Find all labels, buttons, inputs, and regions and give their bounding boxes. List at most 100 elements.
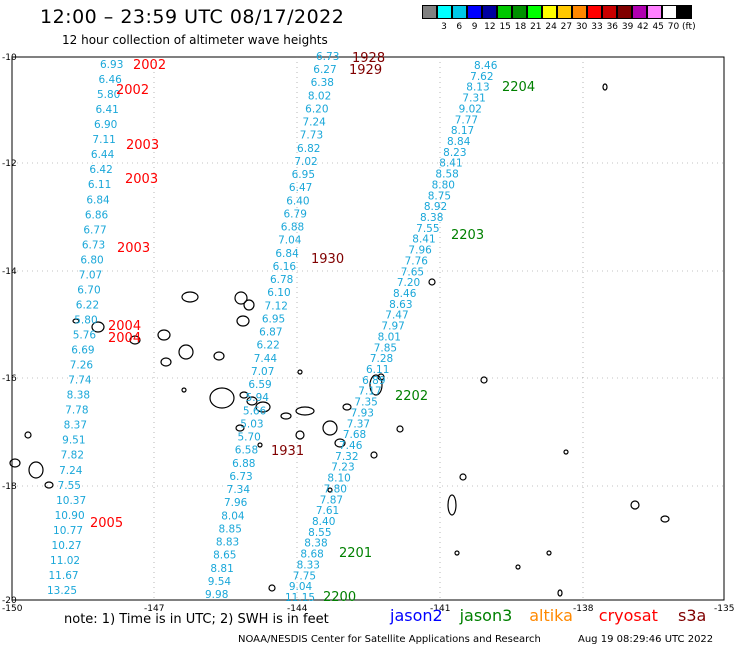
wave-height-value: 6.95 — [262, 313, 285, 325]
wave-height-value: 7.68 — [343, 429, 366, 441]
wave-height-value: 7.37 — [347, 418, 370, 430]
legend-entry-altika: altika — [529, 606, 573, 625]
colorbar-label: 12 — [484, 22, 496, 32]
wave-height-value: 6.90 — [94, 119, 117, 131]
island-outline — [342, 403, 352, 411]
wave-height-value: 13.25 — [47, 585, 77, 597]
wave-height-value: 8.58 — [435, 169, 458, 181]
track-time-label: 2005 — [90, 516, 123, 531]
color-scale-bar — [422, 5, 692, 19]
wave-height-value: 7.02 — [294, 156, 317, 168]
wave-height-value: 7.62 — [470, 71, 493, 83]
island-outline — [234, 291, 248, 305]
colorbar-label: 27 — [560, 22, 573, 32]
island-outline — [44, 481, 54, 489]
track-time-label: 2004 — [108, 319, 141, 334]
lon-label: -141 — [430, 604, 450, 614]
track-time-label: 1930 — [311, 252, 344, 267]
wave-height-value: 7.93 — [351, 407, 374, 419]
wave-height-value: 8.38 — [304, 538, 327, 550]
lon-label: -150 — [2, 604, 23, 614]
track-time-label: 2003 — [126, 138, 159, 153]
wave-height-value: 7.65 — [401, 266, 424, 278]
colorbar-swatch — [527, 5, 542, 19]
island-outline — [396, 425, 404, 433]
wave-height-value: 9.04 — [289, 581, 313, 593]
wave-height-value: 10.27 — [52, 540, 82, 552]
island-outline — [181, 291, 199, 303]
colorbar-swatch — [467, 5, 482, 19]
footer-note: note: 1) Time is in UTC; 2) SWH is in fe… — [64, 612, 329, 627]
colorbar-label: 36 — [606, 22, 619, 32]
wave-height-value: 5.76 — [73, 330, 97, 342]
wave-height-value: 8.83 — [216, 537, 239, 549]
wave-height-value: 7.24 — [59, 465, 83, 477]
wave-height-value: 9.54 — [208, 576, 232, 588]
wave-height-value: 8.01 — [378, 331, 401, 343]
wave-height-value: 7.34 — [227, 484, 251, 496]
colorbar-swatch — [602, 5, 617, 19]
wave-height-value: 6.22 — [256, 340, 279, 352]
wave-height-value: 6.77 — [83, 224, 106, 236]
wave-height-value: 6.16 — [273, 261, 297, 273]
lat-label: -10 — [2, 53, 17, 63]
colorbar-swatch — [542, 5, 557, 19]
wave-height-value: 6.88 — [232, 458, 255, 470]
island-outline — [28, 461, 44, 479]
credit-text: NOAA/NESDIS Center for Satellite Applica… — [238, 634, 541, 645]
track-time-label: 2204 — [502, 80, 535, 95]
island-outline — [563, 449, 569, 455]
wave-height-value: 7.97 — [381, 321, 404, 333]
track-time-label: 2003 — [125, 172, 158, 187]
wave-height-value: 10.77 — [53, 525, 83, 537]
island-outline — [257, 442, 263, 448]
colorbar-swatch — [497, 5, 512, 19]
wave-height-value: 8.38 — [420, 212, 443, 224]
wave-height-value: 7.77 — [455, 114, 478, 126]
track-time-label: 2200 — [323, 590, 356, 605]
generated-timestamp: Aug 19 08:29:46 UTC 2022 — [578, 634, 714, 645]
wave-height-value: 6.20 — [305, 103, 328, 115]
lon-label: -138 — [573, 604, 594, 614]
legend-entry-jason3: jason3 — [459, 606, 513, 625]
colorbar-label: 3 — [441, 22, 447, 32]
wave-height-value: 6.73 — [82, 239, 105, 251]
wave-height-value: 7.20 — [397, 277, 420, 289]
wave-height-value: 7.87 — [320, 494, 343, 506]
island-outline — [280, 412, 292, 420]
wave-height-value: 8.40 — [312, 516, 335, 528]
map-frame — [11, 56, 725, 601]
island-outline — [295, 430, 305, 440]
wave-height-value: 5.94 — [246, 392, 270, 404]
wave-height-value: 7.32 — [335, 451, 358, 463]
wave-height-value: 8.33 — [297, 559, 320, 571]
track-time-label: 1931 — [271, 444, 304, 459]
island-outline — [459, 473, 467, 481]
wave-height-value: 6.73 — [316, 51, 339, 63]
wave-height-value: 7.96 — [408, 245, 432, 257]
colorbar-swatch — [482, 5, 497, 19]
wave-height-value: 6.40 — [286, 195, 309, 207]
wave-height-value: 6.58 — [235, 445, 258, 457]
wave-height-value: 9.51 — [62, 435, 85, 447]
wave-height-value: 8.04 — [221, 510, 245, 522]
wave-height-value: 6.11 — [366, 364, 389, 376]
wave-height-value: 5.03 — [240, 418, 263, 430]
wave-height-value: 6.47 — [289, 182, 312, 194]
colorbar-label: 21 — [530, 22, 542, 32]
wave-height-value: 6.42 — [89, 164, 112, 176]
island-outline — [297, 369, 303, 375]
wave-height-value: 6.70 — [77, 284, 100, 296]
colorbar-swatch — [452, 5, 467, 19]
wave-height-value: 7.07 — [251, 366, 274, 378]
island-outline — [602, 83, 608, 91]
wave-height-value: 7.31 — [462, 93, 485, 105]
wave-height-value: 7.44 — [254, 353, 278, 365]
wave-height-value: 8.23 — [443, 147, 466, 159]
wave-height-value: 7.12 — [265, 300, 288, 312]
wave-height-value: 11.15 — [285, 592, 315, 604]
island-outline — [213, 351, 225, 361]
wave-height-value: 8.38 — [67, 390, 90, 402]
wave-height-value: 6.87 — [259, 327, 282, 339]
